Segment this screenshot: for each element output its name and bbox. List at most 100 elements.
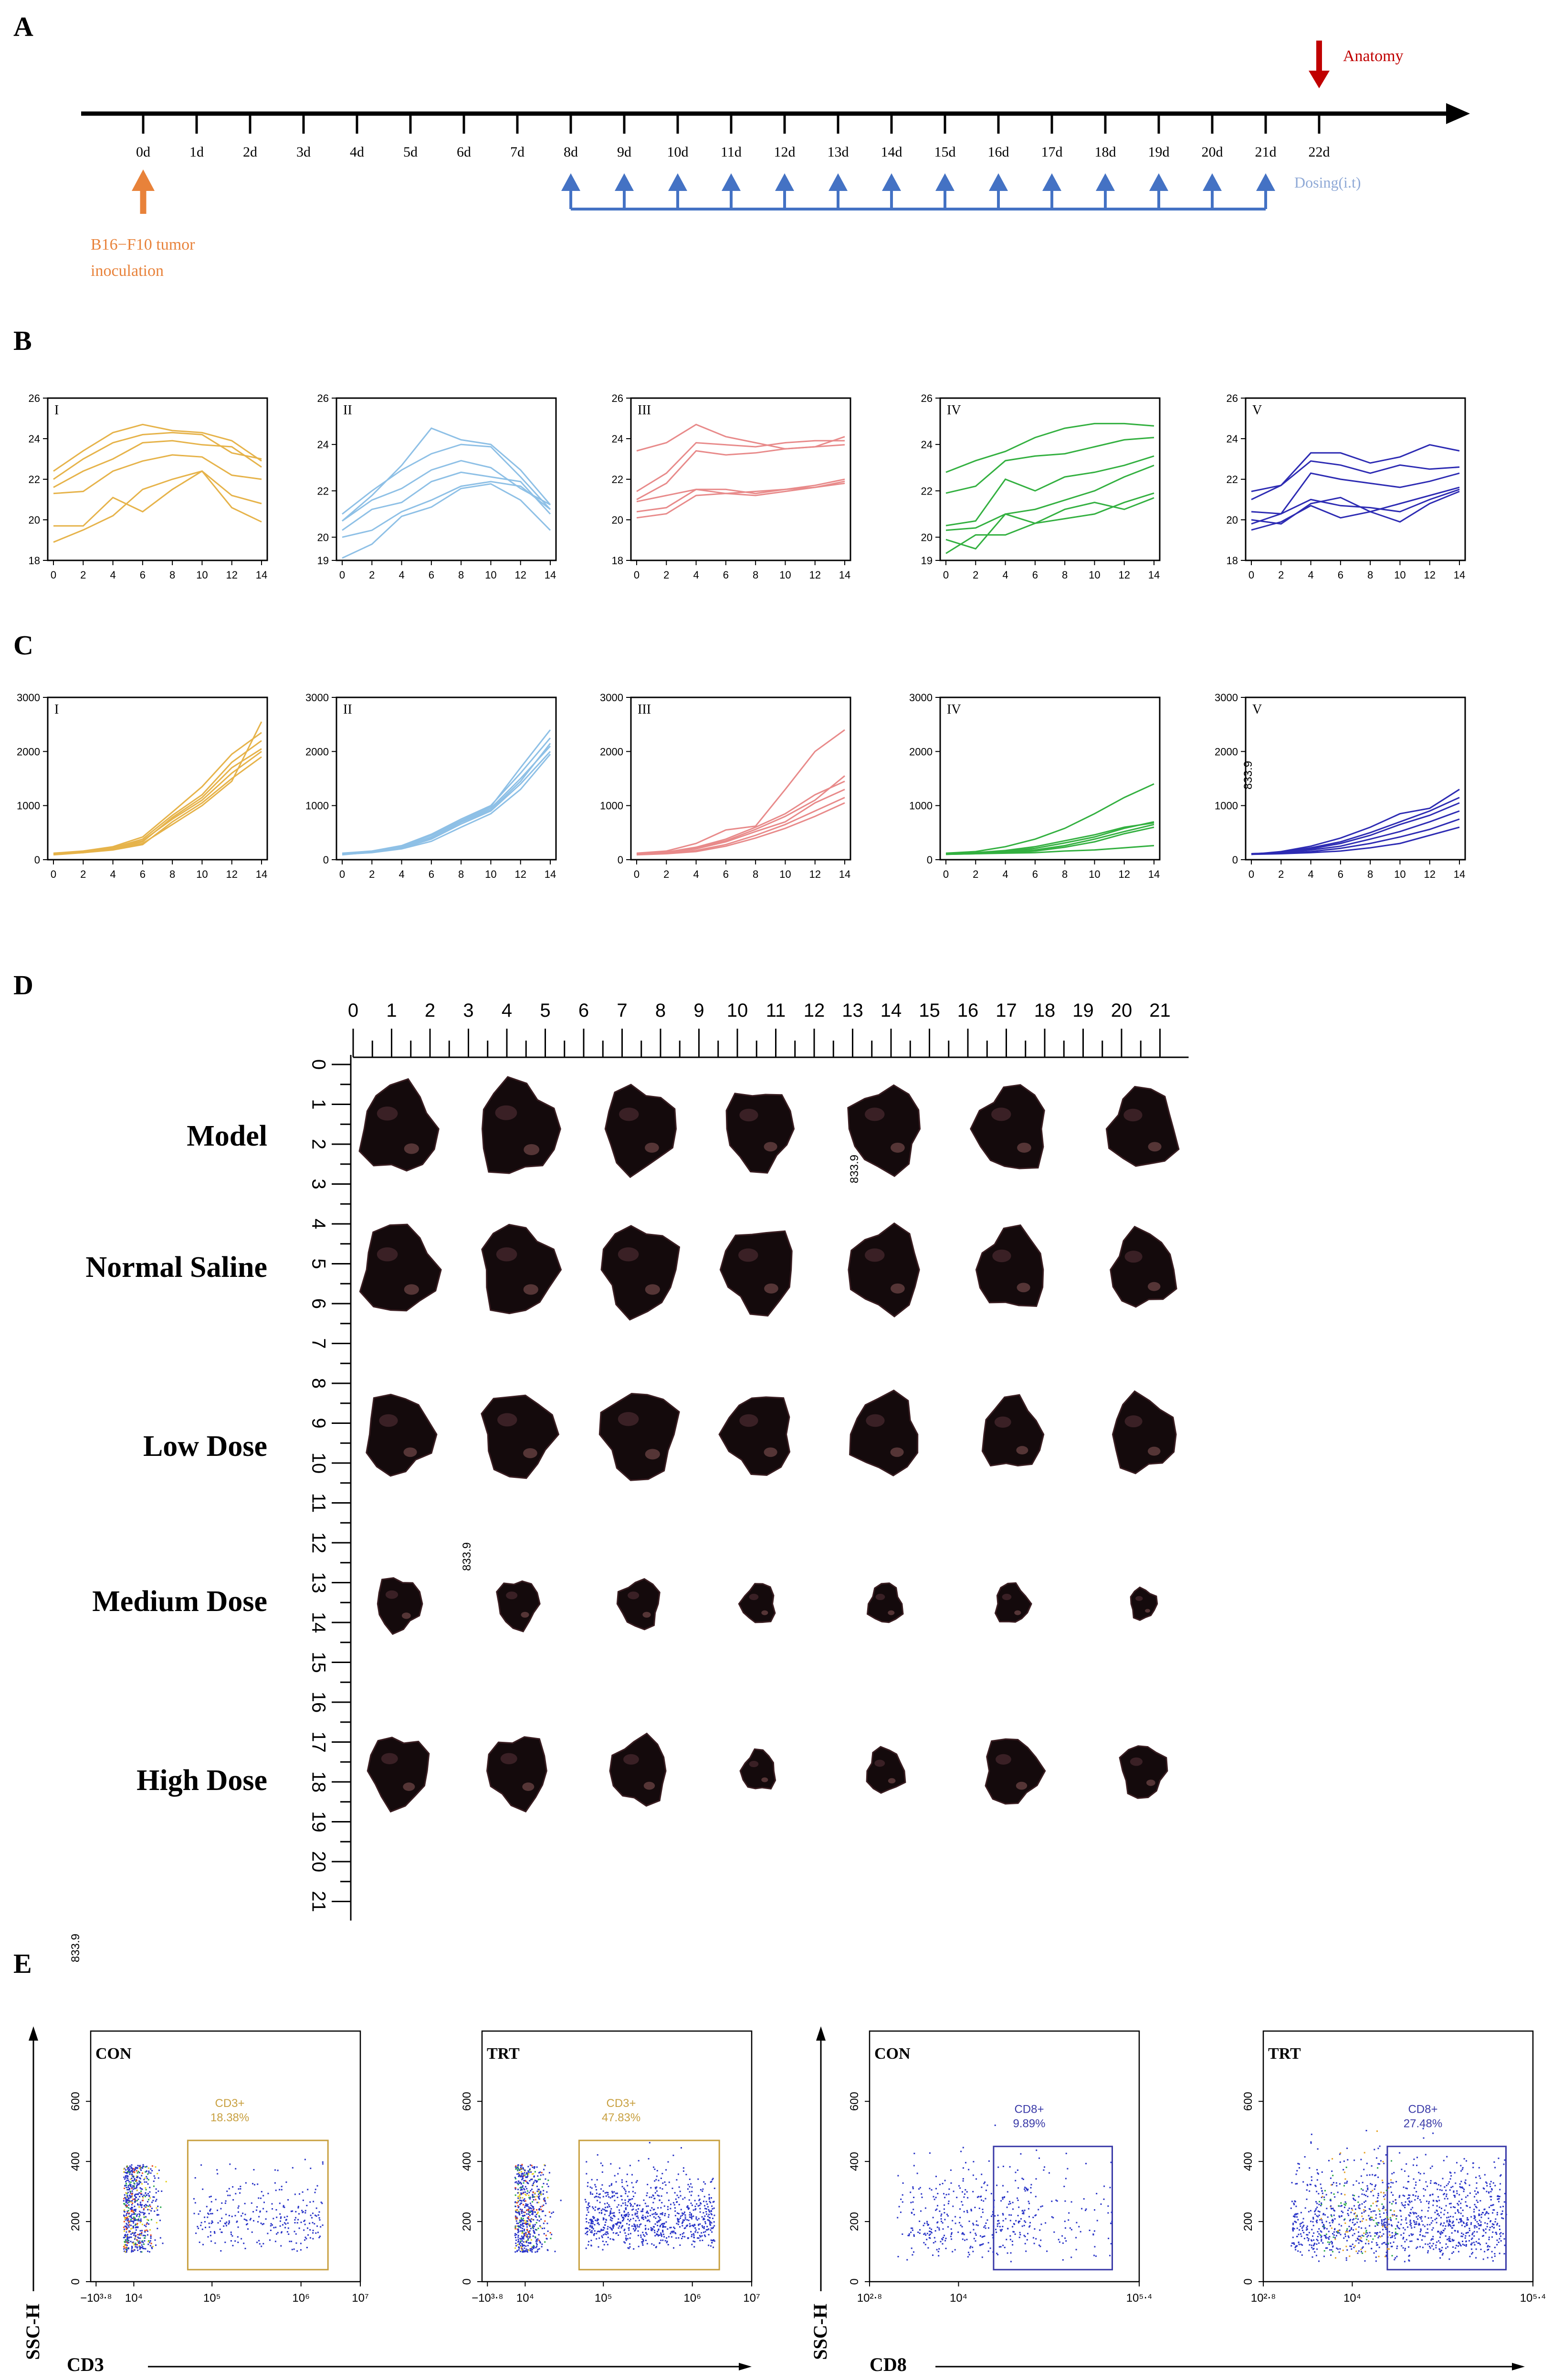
scatter-dot [1110, 2161, 1112, 2163]
scatter-dot [658, 2221, 660, 2222]
scatter-dot [1392, 2201, 1394, 2202]
scatter-dot [692, 2204, 693, 2206]
scatter-dot [629, 2199, 631, 2201]
scatter-dot [919, 2221, 921, 2222]
scatter-dot [1388, 2248, 1390, 2250]
scatter-dot [532, 2211, 534, 2212]
scatter-dot [1080, 2231, 1081, 2233]
scatter-dot [595, 2206, 597, 2208]
scatter-dot [1291, 2242, 1293, 2244]
scatter-dot [528, 2213, 530, 2215]
scatter-dot [253, 2184, 255, 2186]
tumor-body [366, 1393, 438, 1477]
scatter-dot [997, 2166, 999, 2168]
scatter-dot [1395, 2202, 1397, 2204]
scatter-dot [230, 2240, 232, 2242]
scatter-dot [674, 2215, 676, 2217]
scatter-dot [1338, 2251, 1340, 2253]
scatter-dot [660, 2232, 662, 2234]
y-tick-label: 26 [29, 392, 40, 404]
x-tick-label: 4 [110, 868, 115, 880]
scatter-dot [1362, 2252, 1364, 2254]
scatter-dot [681, 2147, 682, 2149]
scatter-dot [126, 2222, 127, 2224]
scatter-dot [1317, 2236, 1319, 2237]
series-line [636, 729, 845, 854]
scatter-dot [958, 2222, 960, 2223]
scatter-dot [1407, 2203, 1409, 2205]
scatter-dot [1030, 2184, 1032, 2186]
scatter-dot [139, 2177, 141, 2179]
series-line [53, 751, 262, 855]
scatter-dot [318, 2217, 320, 2219]
scatter-dot [1455, 2247, 1457, 2249]
scatter-dot [322, 2161, 324, 2163]
scatter-dot [1442, 2225, 1444, 2227]
scatter-dot [1419, 2179, 1421, 2181]
scatter-dot [602, 2249, 604, 2251]
y-tick-label: 22 [1227, 474, 1238, 485]
scatter-dot [625, 2214, 627, 2216]
series-line [53, 470, 262, 527]
scatter-dot [944, 2234, 945, 2236]
scatter-dot [1437, 2213, 1438, 2215]
scatter-dot [548, 2211, 550, 2213]
scatter-dot [1303, 2238, 1305, 2240]
scatter-dot [1452, 2240, 1454, 2242]
scatter-dot [664, 2214, 666, 2216]
tumor-sample [1110, 1225, 1177, 1308]
scatter-dot [245, 2219, 247, 2221]
x-tick-label: 6 [1338, 569, 1343, 581]
scatter-dot [1480, 2225, 1482, 2227]
scatter-dot [1354, 2200, 1356, 2201]
scatter-dot [519, 2221, 521, 2223]
tumor-sample [598, 1392, 680, 1481]
scatter-dot [272, 2224, 273, 2226]
scatter-dot [1346, 2230, 1348, 2232]
scatter-dot [613, 2225, 615, 2227]
y-tick-label: 24 [1227, 433, 1238, 445]
scatter-dot [1460, 2212, 1462, 2214]
x-tick-label: 10⁴ [125, 2292, 143, 2305]
scatter-dot [534, 2211, 535, 2213]
x-tick-label: 4 [1002, 569, 1008, 581]
scatter-dot [126, 2178, 128, 2180]
scatter-dot [1341, 2215, 1343, 2217]
scatter-dot [1020, 2218, 1022, 2220]
scatter-dot [270, 2230, 272, 2231]
scatter-dot [131, 2251, 133, 2253]
scatter-dot [655, 2213, 657, 2215]
scatter-dot [130, 2201, 132, 2203]
sample-label: TRT [487, 2045, 520, 2063]
scatter-dot [1421, 2216, 1423, 2218]
series-line [636, 775, 845, 855]
scatter-dot [1361, 2247, 1363, 2249]
scatter-dot [1440, 2185, 1442, 2187]
scatter-dot [1354, 2208, 1356, 2210]
scatter-dot [1450, 2175, 1452, 2177]
scatter-dot [979, 2235, 981, 2237]
scatter-dot [897, 2175, 899, 2177]
scatter-dot [1356, 2237, 1358, 2239]
x-tick-label: 14 [1148, 569, 1160, 581]
scatter-dot [1092, 2233, 1094, 2235]
scatter-dot [670, 2233, 671, 2234]
scatter-dot [653, 2209, 655, 2211]
scatter-dot [1351, 2228, 1352, 2230]
scatter-dot [524, 2189, 525, 2190]
scatter-dot [533, 2199, 535, 2201]
scatter-dot [1476, 2221, 1478, 2222]
scatter-dot [1370, 2216, 1372, 2218]
scatter-dot [146, 2176, 147, 2178]
x-tick-label: 10 [779, 569, 791, 581]
scatter-dot [1381, 2224, 1383, 2226]
scatter-dot [1401, 2219, 1403, 2221]
scatter-dot [1324, 2227, 1326, 2229]
inoculation-label: B16−F10 tumor [91, 236, 195, 253]
scatter-dot [147, 2209, 149, 2211]
tumor-highlight [404, 1143, 419, 1154]
scatter-dot [1361, 2215, 1363, 2217]
x-tick-label: 8 [458, 569, 464, 581]
tumor-highlight [619, 1107, 639, 1121]
